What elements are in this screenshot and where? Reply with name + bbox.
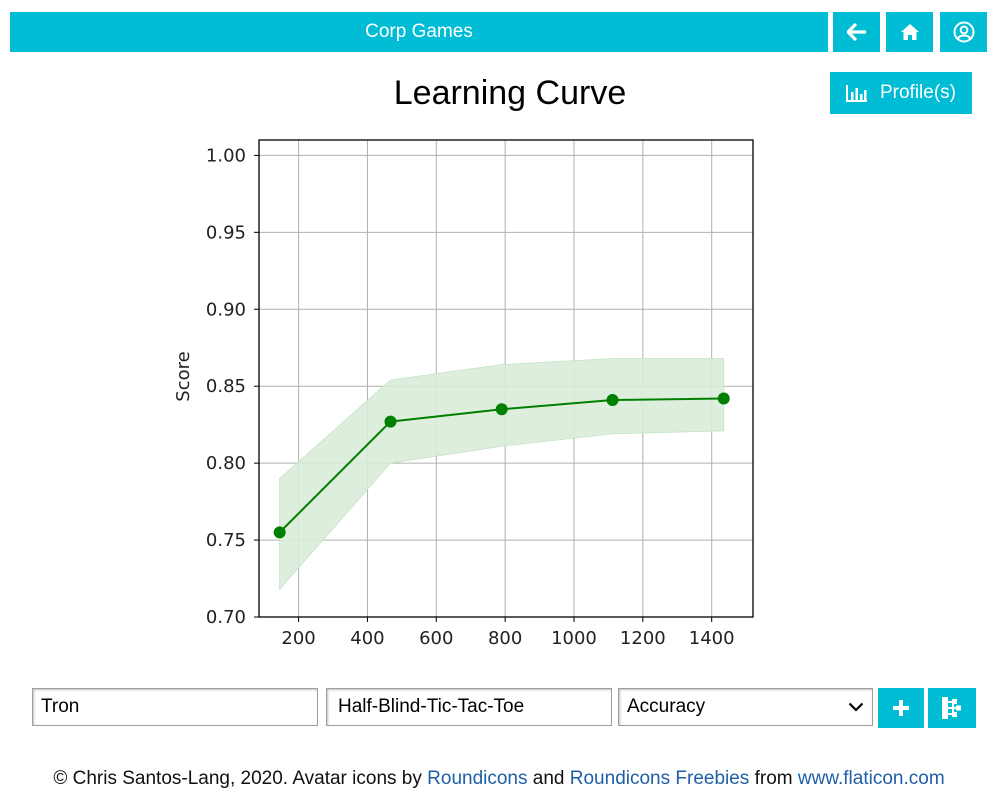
tree-structure-icon bbox=[942, 697, 961, 719]
x-tick-label: 800 bbox=[488, 628, 522, 649]
bar-chart-icon bbox=[845, 85, 867, 102]
y-tick-label: 1.00 bbox=[206, 145, 246, 166]
y-tick-label: 0.70 bbox=[206, 607, 246, 628]
app-title-bar: Corp Games bbox=[10, 12, 828, 52]
metric-selected-value: Accuracy bbox=[627, 696, 706, 717]
user-circle-icon bbox=[953, 21, 974, 43]
page-title: Learning Curve bbox=[393, 74, 627, 112]
profiles-button[interactable]: Profile(s) bbox=[830, 72, 972, 114]
footer-from: from bbox=[749, 768, 798, 789]
x-tick-label: 1200 bbox=[620, 628, 666, 649]
plus-icon bbox=[893, 700, 909, 716]
data-point bbox=[273, 526, 286, 539]
y-tick-label: 0.85 bbox=[206, 376, 246, 397]
profiles-button-label: Profile(s) bbox=[879, 82, 956, 103]
footer-credits: © Chris Santos-Lang, 2020. Avatar icons … bbox=[0, 768, 998, 790]
roundicons-link[interactable]: Roundicons bbox=[427, 768, 528, 789]
data-point bbox=[606, 394, 619, 407]
app-title: Corp Games bbox=[365, 21, 473, 42]
y-tick-label: 0.95 bbox=[206, 222, 246, 243]
y-tick-label: 0.90 bbox=[206, 299, 246, 320]
chevron-down-icon bbox=[848, 702, 864, 712]
tree-button[interactable] bbox=[928, 688, 976, 728]
learning-curve-chart: 200 400 600 800 1000 1200 1400 0.70 0.75 0.80 0.85… bbox=[160, 128, 780, 658]
game-input[interactable] bbox=[338, 696, 603, 718]
home-button[interactable] bbox=[886, 12, 933, 52]
arrow-left-icon bbox=[846, 23, 866, 41]
add-button[interactable] bbox=[878, 688, 924, 728]
x-tick-label: 1400 bbox=[689, 628, 735, 649]
x-tick-label: 600 bbox=[419, 628, 453, 649]
roundicons-freebies-link[interactable]: Roundicons Freebies bbox=[569, 768, 750, 789]
y-tick-label: 0.75 bbox=[206, 530, 246, 551]
home-icon bbox=[900, 24, 919, 40]
player-field[interactable] bbox=[32, 688, 318, 726]
chart-svg: 200 400 600 800 1000 1200 1400 0.70 0.75 0.80 0.85… bbox=[173, 139, 754, 649]
y-tick-label: 0.80 bbox=[206, 453, 246, 474]
metric-select[interactable]: Accuracy bbox=[618, 688, 873, 726]
x-tick-label: 200 bbox=[281, 628, 315, 649]
footer-and: and bbox=[527, 768, 570, 789]
footer-prefix: © Chris Santos-Lang, 2020. Avatar icons … bbox=[53, 768, 428, 789]
plot-frame bbox=[258, 139, 754, 618]
flaticon-link[interactable]: www.flaticon.com bbox=[797, 768, 945, 789]
back-button[interactable] bbox=[833, 12, 880, 52]
data-point bbox=[495, 403, 508, 416]
data-point bbox=[717, 392, 730, 405]
confidence-band bbox=[279, 358, 725, 591]
x-tick-label: 1000 bbox=[551, 628, 597, 649]
game-field[interactable] bbox=[326, 688, 612, 726]
profile-avatar-button[interactable] bbox=[940, 12, 987, 52]
x-tick-label: 400 bbox=[350, 628, 384, 649]
player-input[interactable] bbox=[41, 696, 309, 718]
y-axis-label: Score bbox=[173, 351, 194, 401]
data-point bbox=[384, 415, 397, 428]
